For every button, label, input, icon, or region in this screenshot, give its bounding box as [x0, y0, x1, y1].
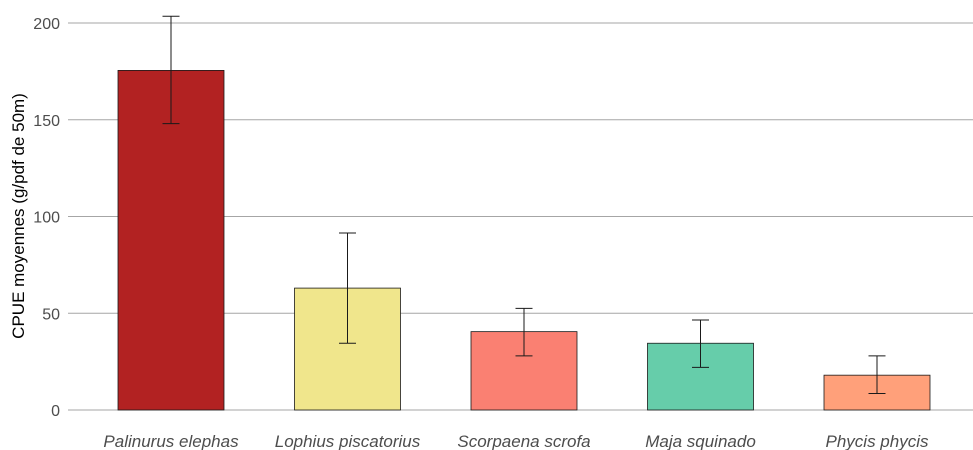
x-tick-label: Lophius piscatorius	[275, 432, 421, 450]
error-bars	[162, 15, 886, 395]
error-bar	[868, 355, 886, 395]
y-tick-label: 100	[33, 210, 60, 227]
error-bar	[162, 15, 180, 125]
y-axis-ticks: 0 50 100 150 200	[33, 16, 60, 420]
y-tick-label: 50	[42, 306, 60, 323]
error-bar	[515, 307, 533, 357]
y-tick-label: 200	[33, 16, 60, 33]
error-bar	[339, 232, 356, 344]
x-axis-labels: Palinurus elephas Lophius piscatorius Scor…	[103, 432, 929, 450]
bar-lophius-piscatorius	[294, 287, 401, 411]
bar-palinurus-elephas	[117, 70, 225, 411]
error-bar	[692, 319, 709, 368]
x-tick-label: Maja squinado	[645, 432, 756, 450]
x-tick-label: Palinurus elephas	[103, 432, 239, 450]
x-tick-label: Scorpaena scrofa	[457, 432, 590, 450]
x-tick-label: Phycis phycis	[826, 432, 929, 450]
y-tick-label: 0	[51, 403, 60, 420]
y-tick-label: 150	[33, 113, 60, 130]
y-axis-title: CPUE moyennes (g/pdf de 50m)	[9, 93, 28, 339]
bars	[117, 70, 931, 411]
